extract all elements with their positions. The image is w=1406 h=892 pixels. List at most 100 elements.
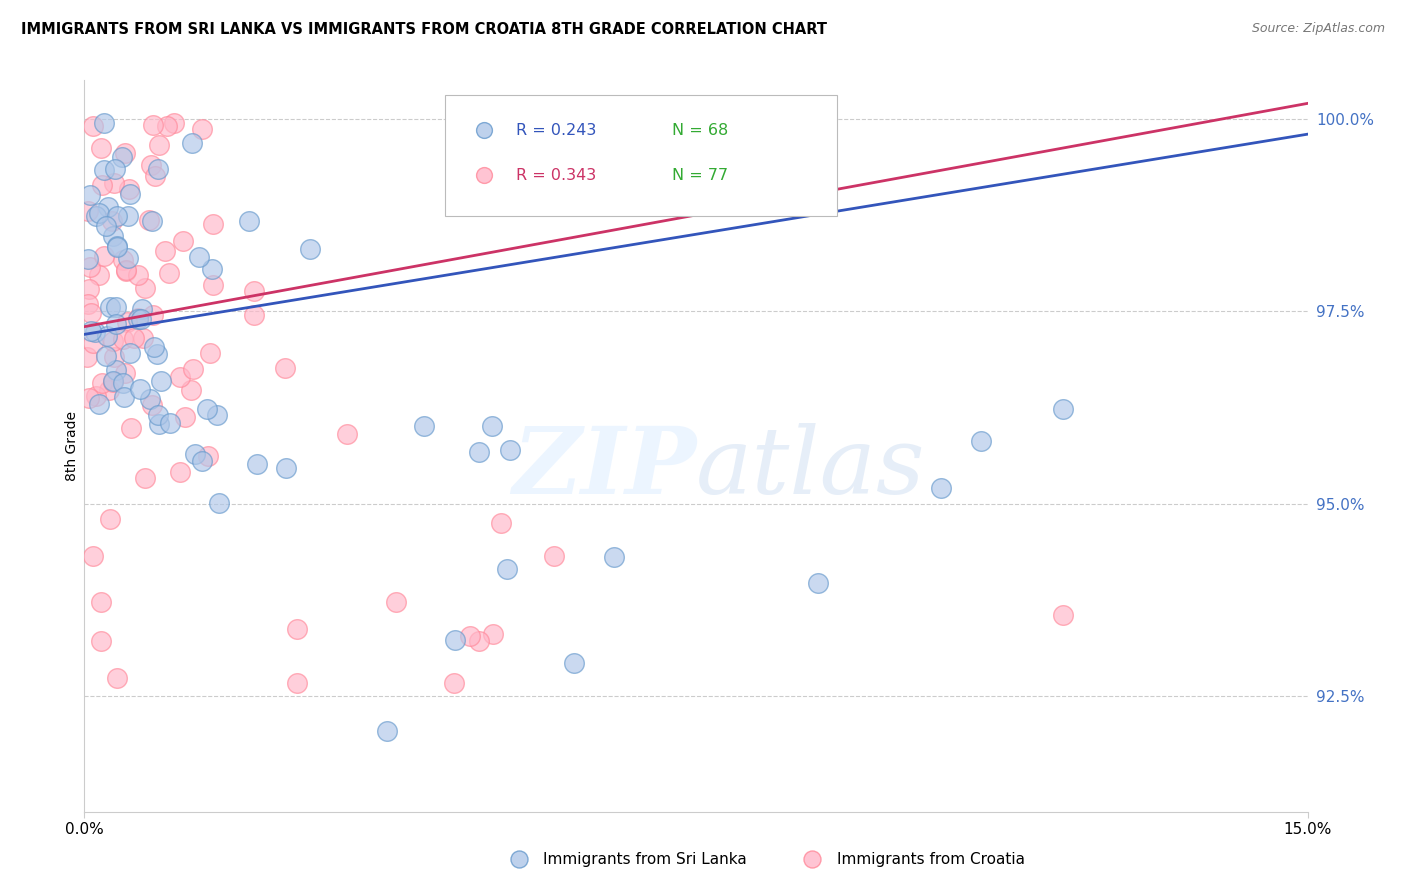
Point (105, 240, 128, 254)
Point (90, 178, 112, 192)
Point (120, 346, 142, 360)
Point (134, 471, 156, 485)
Point (191, 121, 214, 136)
Point (90, 595, 112, 609)
Point (77, 391, 100, 405)
Point (377, 723, 399, 738)
Point (115, 315, 138, 329)
Point (79, 260, 101, 275)
Point (208, 496, 231, 510)
Point (134, 281, 156, 295)
Point (139, 158, 162, 172)
Point (1052, 608, 1074, 623)
Point (114, 146, 136, 161)
Point (77, 282, 100, 296)
Point (242, 308, 264, 322)
Point (146, 162, 169, 177)
Point (143, 169, 166, 183)
Point (90, 633, 112, 648)
Point (122, 331, 145, 345)
Point (141, 398, 163, 412)
Text: IMMIGRANTS FROM SRI LANKA VS IMMIGRANTS FROM CROATIA 8TH GRADE CORRELATION CHART: IMMIGRANTS FROM SRI LANKA VS IMMIGRANTS … (21, 22, 827, 37)
Point (174, 410, 197, 425)
Point (413, 419, 436, 434)
Point (153, 244, 176, 258)
Point (97, 383, 120, 397)
Text: ZIP: ZIP (512, 423, 696, 513)
Point (93, 116, 115, 130)
Point (131, 302, 153, 317)
Text: R = 0.243: R = 0.243 (516, 122, 596, 137)
Point (94, 349, 117, 363)
Point (157, 267, 180, 281)
Point (149, 375, 172, 389)
Point (156, 119, 179, 133)
Text: N = 68: N = 68 (672, 122, 728, 137)
Point (562, 657, 585, 671)
Point (129, 312, 152, 326)
Point (172, 234, 194, 248)
Point (205, 408, 228, 422)
Text: N = 77: N = 77 (672, 168, 728, 183)
Point (146, 346, 169, 360)
Point (117, 252, 139, 266)
Point (101, 229, 124, 244)
Point (482, 626, 505, 640)
Point (142, 308, 165, 322)
Point (84, 389, 107, 403)
Point (90, 141, 112, 155)
Point (929, 481, 952, 495)
Point (180, 383, 202, 397)
Point (181, 361, 204, 376)
Point (458, 629, 481, 643)
Point (336, 426, 359, 441)
Point (238, 214, 260, 228)
Point (243, 285, 266, 299)
Point (195, 402, 218, 417)
Point (93, 249, 115, 263)
Text: Immigrants from Sri Lanka: Immigrants from Sri Lanka (543, 852, 747, 867)
Point (191, 454, 214, 468)
Point (105, 300, 128, 314)
Point (807, 576, 830, 591)
Point (385, 595, 408, 609)
Point (141, 214, 163, 228)
Point (148, 137, 170, 152)
Point (101, 334, 124, 348)
Point (114, 264, 136, 278)
Point (77, 296, 100, 310)
Point (481, 419, 503, 434)
Point (118, 181, 141, 195)
Point (96, 328, 118, 343)
Point (112, 376, 135, 390)
Point (499, 442, 522, 457)
Y-axis label: 8th Grade: 8th Grade (65, 411, 79, 481)
Point (274, 361, 297, 376)
Point (468, 444, 491, 458)
Point (169, 369, 191, 384)
Point (89, 205, 111, 219)
Point (603, 550, 626, 565)
Point (201, 262, 224, 277)
FancyBboxPatch shape (446, 95, 837, 216)
Point (100, 213, 122, 227)
Point (101, 375, 124, 389)
Point (184, 447, 207, 461)
Point (120, 421, 142, 435)
Point (285, 676, 308, 690)
Point (103, 374, 125, 388)
Point (142, 340, 165, 354)
Point (112, 332, 135, 346)
Point (139, 392, 162, 407)
Point (94, 219, 117, 233)
Point (274, 461, 297, 475)
Point (141, 118, 163, 132)
Point (87, 397, 110, 411)
Point (111, 150, 134, 164)
Point (76, 252, 98, 266)
Point (246, 457, 269, 471)
Point (91, 376, 114, 391)
Point (114, 366, 136, 380)
Point (287, 622, 309, 636)
Point (80, 306, 103, 320)
